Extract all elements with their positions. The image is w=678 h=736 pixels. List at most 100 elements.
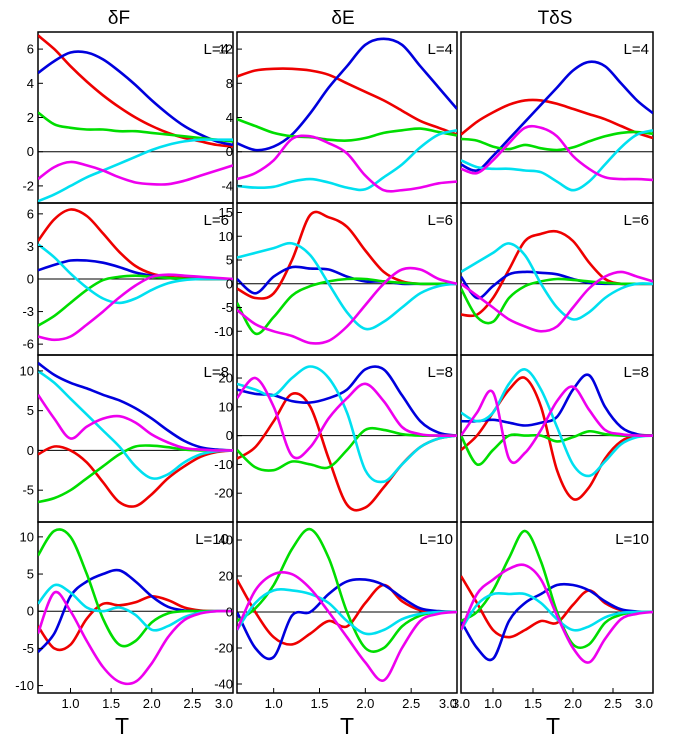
series-line-cyan <box>38 369 233 480</box>
series-line-blue <box>38 361 233 452</box>
series-line-cyan <box>38 138 233 203</box>
series-line-green <box>461 529 653 650</box>
series-line-cyan <box>237 129 457 192</box>
panel-de-l-6: 15 10 5 0 -5 -10 L=6 <box>214 202 458 356</box>
x-tick-label: 1.5 <box>310 696 328 711</box>
y-tick-label: 12 <box>219 42 233 57</box>
panel-tds-l-10: 3.0 1.0 1.5 2.0 2.5 3.0 L=10 <box>452 521 654 711</box>
panel-de-l-8: 20 10 0 -10 -20 L=8 <box>214 354 458 523</box>
y-tick-label: 0 <box>27 144 34 159</box>
panel-label: L=4 <box>428 41 453 58</box>
panel-frame <box>236 31 458 204</box>
series-line-magenta <box>461 563 653 664</box>
series-line-cyan <box>461 129 653 192</box>
y-tick-label: -6 <box>22 337 34 352</box>
y-tick-label: -3 <box>22 304 34 319</box>
panel-label: L=8 <box>428 364 453 381</box>
y-tick-label: 20 <box>219 569 233 584</box>
panel-label: L=10 <box>419 531 453 548</box>
series-line-blue <box>237 577 457 661</box>
panel-frame <box>37 521 234 694</box>
series-line-magenta <box>38 273 233 342</box>
y-tick-label: 4 <box>27 76 34 91</box>
series-group <box>461 229 653 333</box>
series-line-cyan <box>237 588 457 636</box>
x-tick-label: 1.0 <box>61 696 79 711</box>
y-tick-label: 2 <box>27 110 34 125</box>
series-line-magenta <box>237 266 457 345</box>
y-tick-label: 40 <box>219 533 233 548</box>
panel-tds-l-4: L=4 <box>460 31 654 204</box>
series-line-cyan <box>237 241 457 331</box>
column-title-TdS: TδS <box>538 8 573 29</box>
series-line-cyan <box>461 368 653 478</box>
y-tick-label: -5 <box>22 641 34 656</box>
panel-df-l-6: 6 3 0 -3 -6 L=6 <box>22 202 234 356</box>
series-line-green <box>237 426 457 472</box>
panel-de-l-4: 12 8 4 0 -4 L=4 <box>219 31 458 204</box>
panel-df-l-10: 10 5 0 -5 -10 1.0 1.5 2.0 2.5 3.0 L=10 <box>15 521 234 711</box>
series-line-magenta <box>38 160 233 186</box>
series-line-green <box>38 528 233 648</box>
series-line-red <box>237 67 457 136</box>
series-line-magenta <box>38 394 233 452</box>
series-line-cyan <box>461 591 653 632</box>
x-axis-label-col1: T <box>115 713 129 736</box>
panel-frame <box>460 521 654 694</box>
y-tick-label: 6 <box>27 42 34 57</box>
y-tick-label: 3 <box>27 239 34 254</box>
y-tick-label: 0 <box>226 428 233 443</box>
y-tick-label: 0 <box>27 443 34 458</box>
y-tick-label: 20 <box>219 371 233 386</box>
series-line-green <box>38 111 233 143</box>
series-group <box>237 210 457 345</box>
series-line-green <box>461 130 653 152</box>
y-tick-label: 0 <box>27 272 34 287</box>
series-line-cyan <box>38 243 233 305</box>
x-axis-label-col3: T <box>546 713 560 736</box>
column-title-dE: δE <box>331 8 354 29</box>
series-line-magenta <box>461 124 653 182</box>
y-tick-label: 0 <box>226 144 233 159</box>
y-tick-label: 4 <box>226 110 233 125</box>
x-tick-label: 2.0 <box>143 696 161 711</box>
series-group <box>38 34 233 203</box>
panel-label: L=4 <box>624 41 649 58</box>
x-tick-label: 2.5 <box>402 696 420 711</box>
series-line-magenta <box>38 590 233 686</box>
series-line-red <box>38 445 233 508</box>
y-tick-label: -4 <box>221 178 233 193</box>
x-tick-label: 1.0 <box>265 696 283 711</box>
series-group <box>461 529 653 664</box>
y-tick-label: -10 <box>15 678 34 693</box>
series-group <box>237 527 457 682</box>
panel-label: L=6 <box>204 212 229 229</box>
column-title-dF: δF <box>108 8 130 29</box>
series-line-cyan <box>237 365 457 484</box>
x-tick-label: 3.0 <box>635 696 653 711</box>
series-line-blue <box>237 37 457 152</box>
y-tick-label: 8 <box>226 76 233 91</box>
series-group <box>237 365 457 512</box>
series-line-red <box>461 376 653 501</box>
y-tick-label: 0 <box>27 604 34 619</box>
panel-frame <box>236 521 458 694</box>
series-line-magenta <box>237 376 457 460</box>
y-tick-label: 5 <box>27 567 34 582</box>
x-tick-label: 2.0 <box>356 696 374 711</box>
panel-frame <box>236 354 458 523</box>
series-line-magenta <box>237 570 457 682</box>
series-line-green <box>461 277 653 325</box>
series-group <box>237 37 457 193</box>
y-tick-label: 10 <box>219 229 233 244</box>
y-tick-label: 5 <box>27 403 34 418</box>
panel-label: L=10 <box>195 531 229 548</box>
series-line-red <box>237 210 457 300</box>
x-tick-label: 1.0 <box>484 696 502 711</box>
y-tick-label: 0 <box>226 276 233 291</box>
panel-label: L=6 <box>624 212 649 229</box>
series-line-green <box>38 274 233 327</box>
panel-de-l-10: 40 20 0 -20 -40 1.0 1.5 2.0 2.5 3.0 L=10 <box>214 521 458 711</box>
series-line-green <box>237 527 457 653</box>
